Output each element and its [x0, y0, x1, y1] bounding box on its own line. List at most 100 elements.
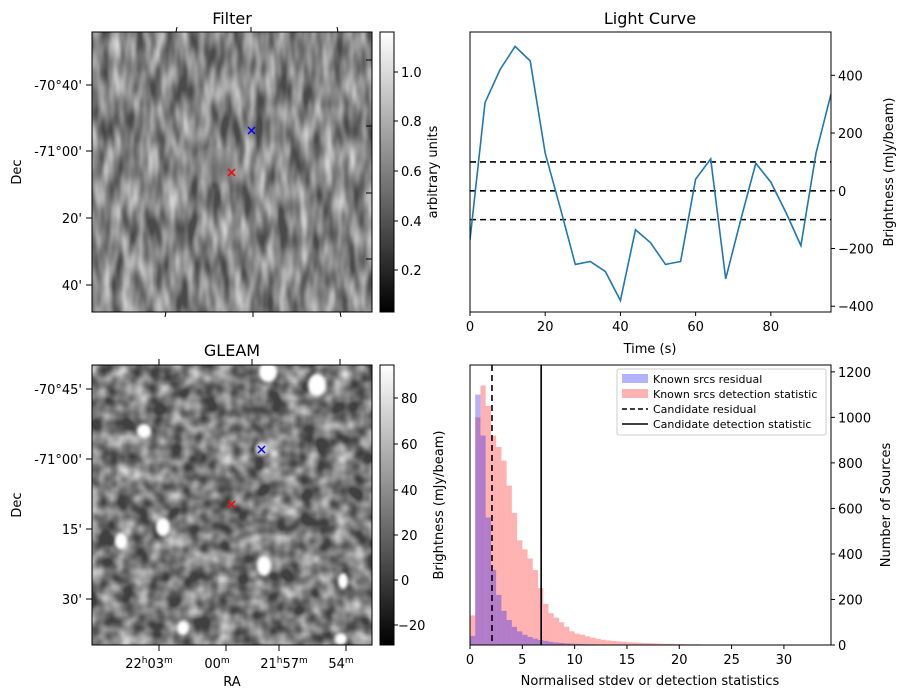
gleam-cbar-tick-0: 80	[401, 392, 418, 407]
lc-xtick-label: 80	[763, 320, 780, 335]
histogram-ylabel: Number of Sources	[879, 443, 894, 568]
hist-bar	[574, 643, 580, 645]
hist-bar	[653, 643, 659, 645]
filter-cbar-tick-1: 0.4	[401, 215, 422, 230]
lc-ytick-label: −400	[838, 300, 874, 315]
gleam-xtick-2-h: 21	[260, 657, 277, 672]
hist-bar	[532, 638, 539, 645]
filter-cbar-tick-4: 1.0	[401, 66, 422, 81]
legend-label-candidate-detection: Candidate detection statistic	[653, 418, 811, 431]
light-curve-frame	[469, 31, 832, 313]
gleam-xtick-0-m: 03	[147, 657, 164, 672]
gleam-ytick-3: 30'	[62, 593, 82, 608]
hist-bar	[470, 635, 476, 645]
hist-ytick-label: 0	[838, 639, 846, 654]
hist-bar	[642, 642, 648, 645]
lc-ytick-label: −200	[838, 242, 874, 257]
gleam-bright-sources	[115, 362, 348, 645]
hist-bar	[475, 417, 481, 645]
hist-xtick-label: 0	[466, 653, 474, 668]
gleam-frame	[91, 364, 373, 646]
filter-ylabel: Dec	[10, 159, 25, 184]
legend-label-residual: Known srcs residual	[653, 373, 762, 386]
filter-cbar-tick-0: 0.2	[401, 264, 422, 279]
light-curve-xticks: 0 20 40 60 80	[466, 312, 779, 335]
histogram-xlabel: Normalised stdev or detection statistics	[521, 674, 780, 689]
hist-bar	[496, 446, 502, 645]
hist-bar	[511, 512, 518, 645]
light-curve-xlabel: Time (s)	[623, 342, 677, 357]
lc-ytick-label: 400	[838, 69, 863, 84]
gleam-cbar-tick-5: −20	[398, 619, 425, 634]
hist-bar	[506, 485, 512, 645]
histogram-legend: Known srcs residual Known srcs detection…	[616, 368, 827, 436]
hist-bar	[506, 619, 512, 645]
hist-xtick-label: 25	[723, 653, 740, 668]
light-curve-line	[470, 45, 831, 303]
gleam-ylabel: Dec	[10, 492, 25, 517]
gleam-colorbar: 80 60 40 20 0 −20	[379, 364, 425, 646]
light-curve-ylabel: Brightness (mJy/beam)	[882, 98, 897, 247]
filter-colorbar-ramp	[379, 31, 395, 313]
gleam-cbar-tick-4: 0	[401, 574, 409, 589]
gleam-xtick-0-hsup: h	[142, 656, 148, 666]
hist-bar	[470, 615, 476, 645]
hist-bar	[490, 569, 497, 645]
hist-bar	[490, 435, 497, 645]
hist-bar	[600, 639, 607, 645]
filter-cbar-tick-3: 0.8	[401, 115, 422, 130]
filter-frame	[91, 31, 373, 313]
hist-bar	[632, 642, 638, 645]
gleam-colorbar-ramp	[379, 364, 395, 646]
gleam-xtick-3-msup: m	[345, 656, 354, 666]
filter-marker-red	[227, 168, 236, 177]
filter-marker-blue	[247, 126, 256, 135]
hist-ytick-label: 1000	[838, 411, 871, 426]
gleam-ytick-2: 15'	[62, 523, 82, 538]
legend-swatch-residual	[622, 374, 648, 383]
filter-source-glow	[193, 147, 237, 183]
lc-xtick-label: 0	[466, 320, 474, 335]
legend-swatch-detection	[622, 389, 648, 398]
hist-bar	[569, 631, 575, 645]
hist-bar	[501, 460, 507, 645]
hist-bar	[501, 610, 507, 645]
hist-bar	[663, 643, 669, 645]
hist-bar	[517, 540, 523, 645]
histogram-xticks: 0 5 10 15 20 25 30	[466, 645, 792, 668]
gleam-xtick-2-msup: m	[299, 656, 308, 666]
hist-bar	[548, 641, 554, 645]
gleam-marker-blue	[257, 445, 266, 454]
hist-bar	[616, 641, 622, 645]
histogram-left-ylabel: Brightness (mJy/beam)	[432, 431, 447, 580]
gleam-xtick-1-m: 00	[204, 657, 221, 672]
filter-coord-ticks	[86, 26, 372, 318]
gleam-ytick-1: -71°00'	[34, 453, 82, 468]
gleam-xtick-1: 00m	[204, 656, 229, 672]
hist-bar	[543, 604, 549, 645]
gleam-xtick-2-m: 57	[282, 657, 299, 672]
hist-bar	[480, 385, 486, 645]
light-curve-threshold-lines	[470, 161, 831, 221]
hist-bar	[668, 643, 675, 645]
lc-xtick-label: 60	[687, 320, 704, 335]
filter-cbar-label: arbitrary units	[426, 125, 441, 218]
gleam-xlabel: RA	[223, 675, 241, 690]
hist-xtick-label: 15	[619, 653, 636, 668]
hist-bar	[637, 642, 643, 645]
lc-ytick-label: 200	[838, 127, 863, 142]
hist-bar	[522, 549, 528, 645]
hist-bar	[496, 594, 502, 645]
hist-bar	[553, 642, 559, 645]
gleam-xtick-0: 22h03m	[125, 656, 173, 672]
gleam-xtick-3: 54m	[328, 656, 353, 672]
filter-ytick-2: 20'	[62, 212, 82, 227]
hist-bar	[658, 643, 664, 645]
hist-xtick-label: 10	[566, 653, 583, 668]
hist-ytick-label: 400	[838, 548, 863, 563]
gleam-ytick-0: -70°45'	[34, 383, 82, 398]
filter-ytick-0: -70°40'	[34, 79, 82, 94]
histogram-frame	[469, 364, 832, 646]
hist-bar	[558, 642, 565, 645]
